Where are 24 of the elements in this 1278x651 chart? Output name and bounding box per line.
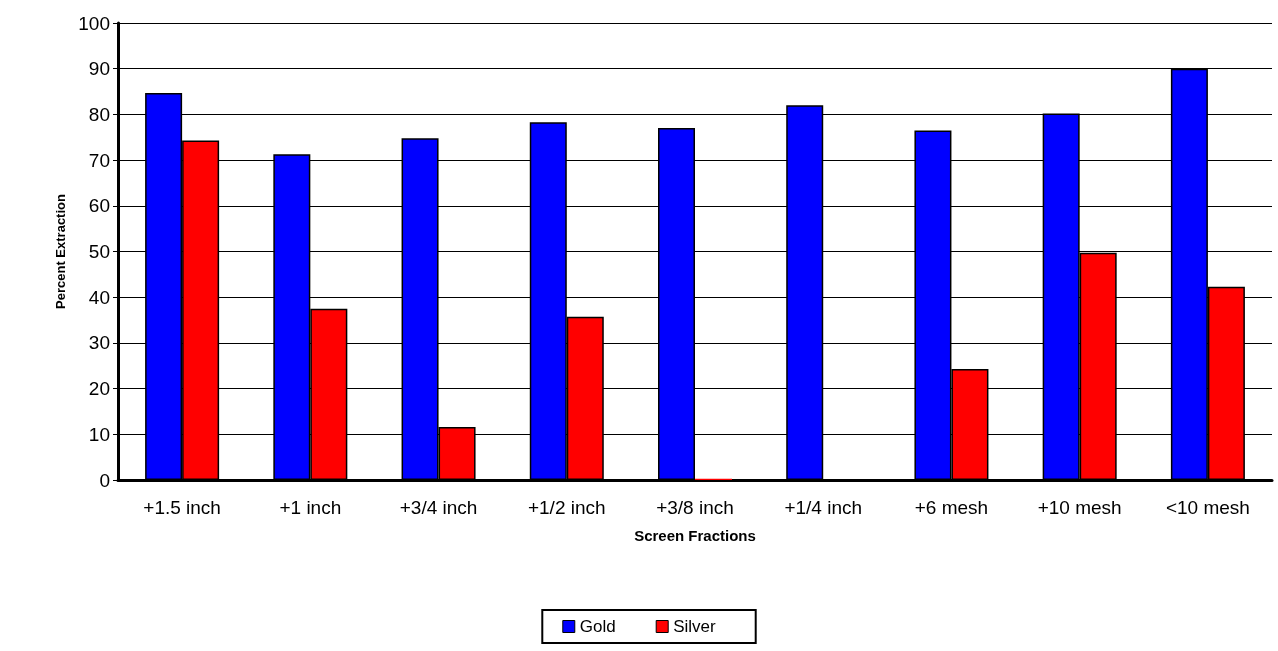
x-tick-label: +1/4 inch <box>784 497 863 518</box>
y-tick-label: 50 <box>88 241 110 262</box>
x-tick-label: +1.5 inch <box>143 497 221 518</box>
y-tick-label: 80 <box>88 103 110 125</box>
x-tick-label: +10 mesh <box>1037 497 1122 518</box>
y-tick-label: 90 <box>88 58 110 80</box>
x-tick-label: <10 mesh <box>1165 497 1250 518</box>
y-axis-title: Percent Extraction <box>53 194 69 309</box>
y-tick-label: 20 <box>88 378 110 400</box>
x-tick-label: +1/2 inch <box>527 497 606 518</box>
x-tick-label: +1 inch <box>279 497 342 518</box>
x-axis-title: Screen Fractions <box>634 527 756 544</box>
y-tick-label: 70 <box>88 149 110 171</box>
legend-label: Gold <box>579 617 616 636</box>
y-tick-label: 0 <box>99 469 110 491</box>
legend-label: Silver <box>673 617 717 636</box>
y-tick-label: 30 <box>88 332 110 354</box>
y-tick-label: 100 <box>78 12 110 34</box>
x-tick-label: +3/8 inch <box>656 497 734 518</box>
y-tick-label: 60 <box>88 195 110 217</box>
y-tick-label: 40 <box>88 286 110 308</box>
x-tick-label: +6 mesh <box>914 497 989 518</box>
y-tick-label: 10 <box>88 423 110 445</box>
x-tick-label: +3/4 inch <box>399 497 478 518</box>
